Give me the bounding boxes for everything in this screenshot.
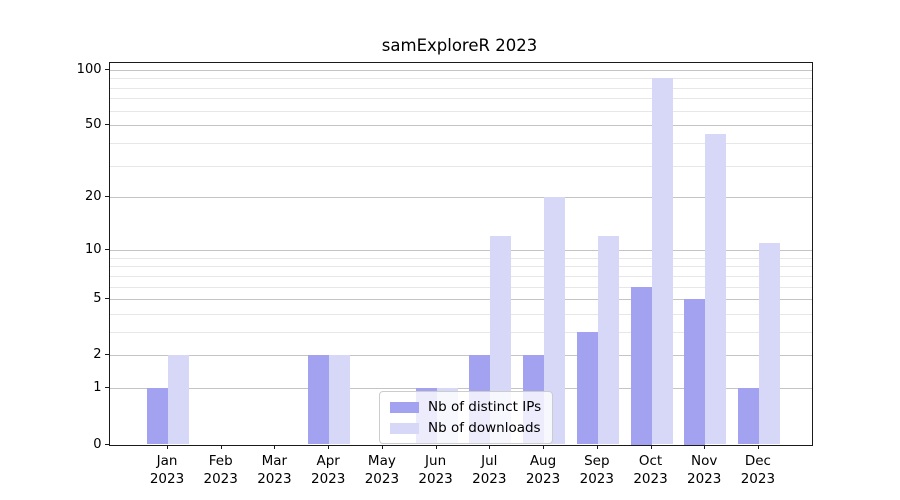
- x-tick-label-jun: Jun 2023: [418, 452, 453, 487]
- bar-downloads-Nov-2023: [705, 133, 727, 445]
- legend-label-distinct-ips: Nb of distinct IPs: [428, 399, 542, 415]
- bar-downloads-Oct-2023: [651, 78, 673, 445]
- gridline-y-50: [109, 125, 812, 127]
- bar-distinct-ips-Dec-2023: [737, 388, 759, 445]
- y-tick-label-1: 1: [93, 380, 102, 396]
- x-tick-label-feb: Feb 2023: [203, 452, 238, 487]
- y-tick-label-0: 0: [93, 436, 102, 452]
- x-tick-mark-jun: [435, 444, 437, 449]
- x-tick-mark-jan: [167, 444, 168, 449]
- y-tick-mark-20: [104, 196, 109, 198]
- gridline-y-10: [109, 249, 812, 251]
- gridline-y-20: [109, 197, 812, 199]
- gridline-y-60: [109, 110, 812, 112]
- bar-distinct-ips-Apr-2023: [308, 355, 330, 445]
- x-tick-mark-oct: [650, 444, 652, 449]
- x-tick-label-nov: Nov 2023: [687, 452, 722, 487]
- legend-item-distinct-ips: Nb of distinct IPs: [390, 399, 541, 415]
- plot-area: [108, 61, 813, 446]
- bar-downloads-Dec-2023: [758, 242, 780, 445]
- gridline-y-8: [109, 266, 812, 268]
- y-tick-mark-50: [104, 124, 109, 126]
- legend-swatch-downloads: [390, 422, 419, 434]
- bar-distinct-ips-Jan-2023: [147, 388, 168, 445]
- legend: Nb of distinct IPs Nb of downloads: [379, 391, 554, 444]
- gridline-y-6: [109, 286, 812, 288]
- y-tick-mark-0: [104, 443, 109, 445]
- bar-downloads-Jan-2023: [168, 355, 189, 445]
- gridline-y-9: [109, 257, 812, 259]
- gridline-y-4: [109, 313, 812, 315]
- gridline-y-7: [109, 275, 812, 277]
- x-tick-mark-mar: [274, 444, 276, 449]
- y-tick-label-2: 2: [93, 347, 102, 363]
- x-tick-mark-dec: [757, 444, 759, 449]
- y-tick-mark-2: [104, 354, 109, 356]
- y-tick-label-20: 20: [84, 189, 102, 205]
- x-tick-label-may: May 2023: [364, 452, 400, 487]
- legend-swatch-distinct-ips: [390, 401, 419, 413]
- bar-distinct-ips-Sep-2023: [576, 331, 598, 445]
- bar-distinct-ips-Nov-2023: [684, 299, 706, 445]
- y-tick-label-5: 5: [93, 291, 102, 306]
- gridline-y-40: [109, 143, 812, 144]
- x-tick-mark-sep: [596, 444, 598, 449]
- gridline-y-100: [109, 69, 812, 71]
- legend-label-downloads: Nb of downloads: [428, 420, 541, 436]
- y-tick-mark-5: [104, 298, 109, 299]
- x-tick-label-dec: Dec 2023: [740, 452, 776, 487]
- y-tick-mark-100: [104, 68, 109, 70]
- y-tick-mark-10: [104, 248, 109, 250]
- x-tick-label-mar: Mar 2023: [257, 452, 292, 487]
- gridline-y-30: [109, 165, 812, 167]
- bar-downloads-Aug-2023: [544, 197, 565, 445]
- gridline-y-70: [109, 98, 812, 100]
- x-tick-label-jan: Jan 2023: [149, 452, 185, 487]
- x-tick-label-sep: Sep 2023: [579, 452, 614, 487]
- y-tick-mark-1: [104, 387, 109, 389]
- y-tick-label-100: 100: [76, 61, 102, 77]
- gridline-y-80: [109, 87, 812, 89]
- bar-downloads-Apr-2023: [329, 355, 351, 445]
- x-tick-mark-apr: [328, 444, 330, 449]
- x-tick-mark-nov: [704, 444, 706, 449]
- x-tick-mark-feb: [220, 444, 222, 449]
- gridline-y-1: [109, 388, 812, 390]
- y-tick-label-10: 10: [84, 241, 102, 257]
- gridline-y-2: [109, 355, 812, 357]
- gridline-y-5: [109, 299, 812, 300]
- x-tick-mark-aug: [543, 444, 544, 449]
- x-tick-label-apr: Apr 2023: [311, 452, 346, 487]
- x-tick-mark-jul: [489, 444, 491, 449]
- x-tick-label-aug: Aug 2023: [525, 452, 561, 487]
- x-tick-mark-may: [381, 444, 383, 449]
- bar-distinct-ips-Oct-2023: [630, 286, 652, 445]
- gridline-y-90: [109, 78, 812, 80]
- legend-item-downloads: Nb of downloads: [390, 420, 541, 436]
- y-tick-label-50: 50: [84, 117, 102, 133]
- bar-downloads-Sep-2023: [597, 236, 619, 445]
- x-tick-label-jul: Jul 2023: [472, 452, 507, 487]
- gridline-y-3: [109, 331, 812, 333]
- x-tick-label-oct: Oct 2023: [633, 452, 668, 487]
- chart-title: samExploreR 2023: [381, 36, 538, 55]
